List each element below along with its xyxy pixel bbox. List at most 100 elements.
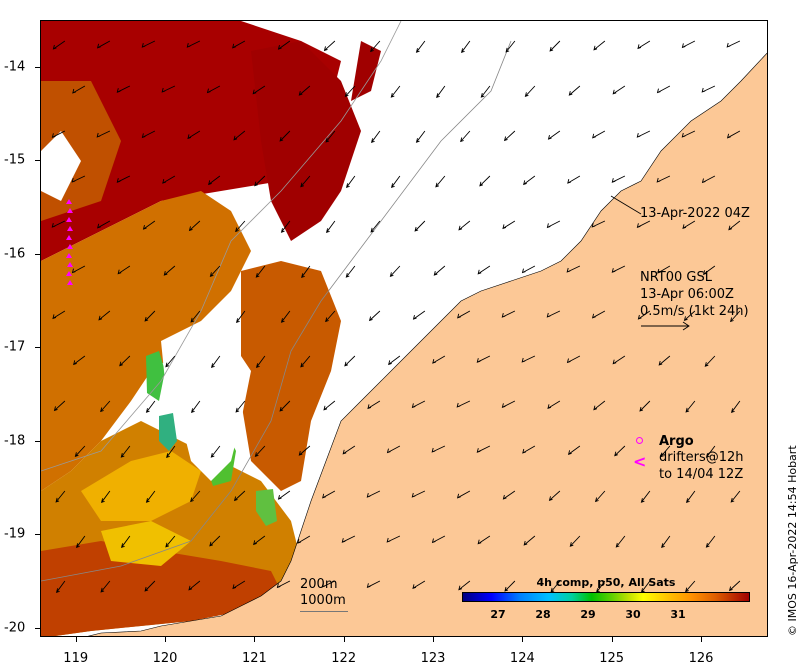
current-arrow [73,355,86,366]
current-arrow [232,40,246,49]
x-tick-mark [75,637,77,642]
current-arrow [701,85,716,93]
current-arrow [656,175,671,183]
current-arrow [681,40,696,49]
colorbar-tick-label: 31 [670,608,686,621]
current-arrow [71,265,86,274]
current-arrow [593,400,606,411]
current-arrow [548,490,561,501]
colorbar-tick-label: 27 [490,608,506,621]
current-arrow [685,580,696,593]
current-arrow [726,130,741,139]
x-tick-mark [433,637,435,642]
current-arrow [75,535,86,548]
x-tick-mark [165,637,167,642]
current-arrow [411,490,426,498]
current-arrow [188,580,201,591]
current-arrow [345,265,356,278]
map-area[interactable] [40,20,768,637]
current-arrow [612,355,626,365]
current-arrow [569,535,581,547]
x-tick-mark [611,637,613,642]
land-australia [87,52,767,636]
current-arrow [71,175,86,183]
current-arrow [728,220,741,231]
current-arrow [301,265,311,278]
y-tick-mark [35,66,40,68]
current-arrow [119,355,131,367]
current-arrow [325,220,336,233]
colorbar-tick-label: 28 [535,608,551,621]
current-arrow [549,40,561,52]
current-arrow [120,445,131,458]
current-arrow [458,220,471,231]
isobath-legend-line [300,611,348,612]
current-arrow [415,130,426,143]
current-arrow [640,490,651,503]
colorbar-tick-label: 30 [625,608,641,621]
drifter-marker [66,217,72,222]
current-arrow [323,40,336,52]
current-arrow [456,490,471,499]
current-arrow [323,400,336,411]
y-tick-label: -20 [4,620,26,636]
drifter-marker [66,199,72,204]
current-arrow [660,445,671,458]
current-arrow [503,130,516,142]
current-arrow [235,400,246,413]
argo-legend-label: Argo [659,434,694,449]
current-arrow [523,175,536,186]
current-arrow [144,310,156,322]
current-arrow [51,220,66,228]
current-arrow [611,265,626,273]
current-arrow [165,355,176,368]
current-arrow [566,355,581,364]
current-arrow [325,310,336,323]
current-arrow [682,220,696,229]
current-model-label: NRT00 GSL [640,270,712,285]
drifters-legend-line2: to 14/04 12Z [659,467,744,482]
y-tick-label: -17 [4,339,26,355]
drifter-marker [67,280,73,285]
current-arrow [233,130,246,141]
drifter-marker [67,262,73,267]
x-tick-label: 123 [420,651,446,666]
current-arrow [386,445,401,454]
x-tick-label: 121 [241,651,267,666]
current-arrow [432,355,446,364]
current-arrow [279,130,291,142]
current-arrow [233,490,246,502]
current-arrow [436,85,446,98]
isobath-1000m [41,21,402,472]
argo-marker-icon [636,437,643,444]
current-arrow [366,490,381,498]
drifter-marker [66,271,72,276]
current-scale-label: 0.5m/s (1kt 24h) [640,304,749,319]
current-arrow [702,265,716,275]
current-arrow [658,355,671,366]
current-arrow [145,490,156,503]
current-arrow [523,535,536,546]
current-arrow [730,490,741,503]
isobath-200m-label: 200m [300,577,338,592]
isobath-200m [41,40,512,582]
current-arrow [501,400,516,408]
current-arrow [206,85,221,94]
current-arrow [255,265,266,278]
current-arrow [593,40,606,51]
current-arrow [415,40,426,53]
current-arrow [190,400,201,413]
y-tick-mark [35,534,40,536]
current-arrow [476,355,491,363]
x-tick-label: 125 [599,651,625,666]
current-arrow [592,130,606,139]
current-arrow [300,355,311,368]
current-arrow [162,175,176,184]
current-arrow [254,175,266,187]
current-arrow [344,85,356,97]
current-arrow [456,400,471,408]
current-arrow [255,355,266,368]
current-arrow [615,535,626,548]
current-arrow [120,535,131,548]
current-arrow [344,355,356,367]
